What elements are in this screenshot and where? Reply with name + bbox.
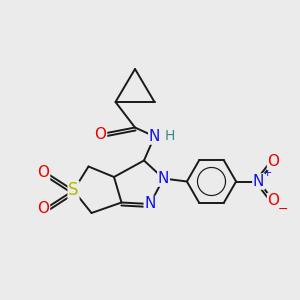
Text: N: N — [253, 174, 264, 189]
Text: −: − — [278, 203, 289, 216]
Text: O: O — [38, 201, 50, 216]
Text: O: O — [38, 165, 50, 180]
Text: O: O — [268, 194, 280, 208]
Text: N: N — [158, 171, 169, 186]
Text: H: H — [165, 130, 175, 143]
Text: O: O — [94, 128, 106, 142]
Text: +: + — [263, 168, 272, 178]
Text: O: O — [268, 154, 280, 169]
Text: N: N — [144, 196, 156, 211]
Text: N: N — [149, 129, 160, 144]
Text: S: S — [68, 182, 79, 200]
